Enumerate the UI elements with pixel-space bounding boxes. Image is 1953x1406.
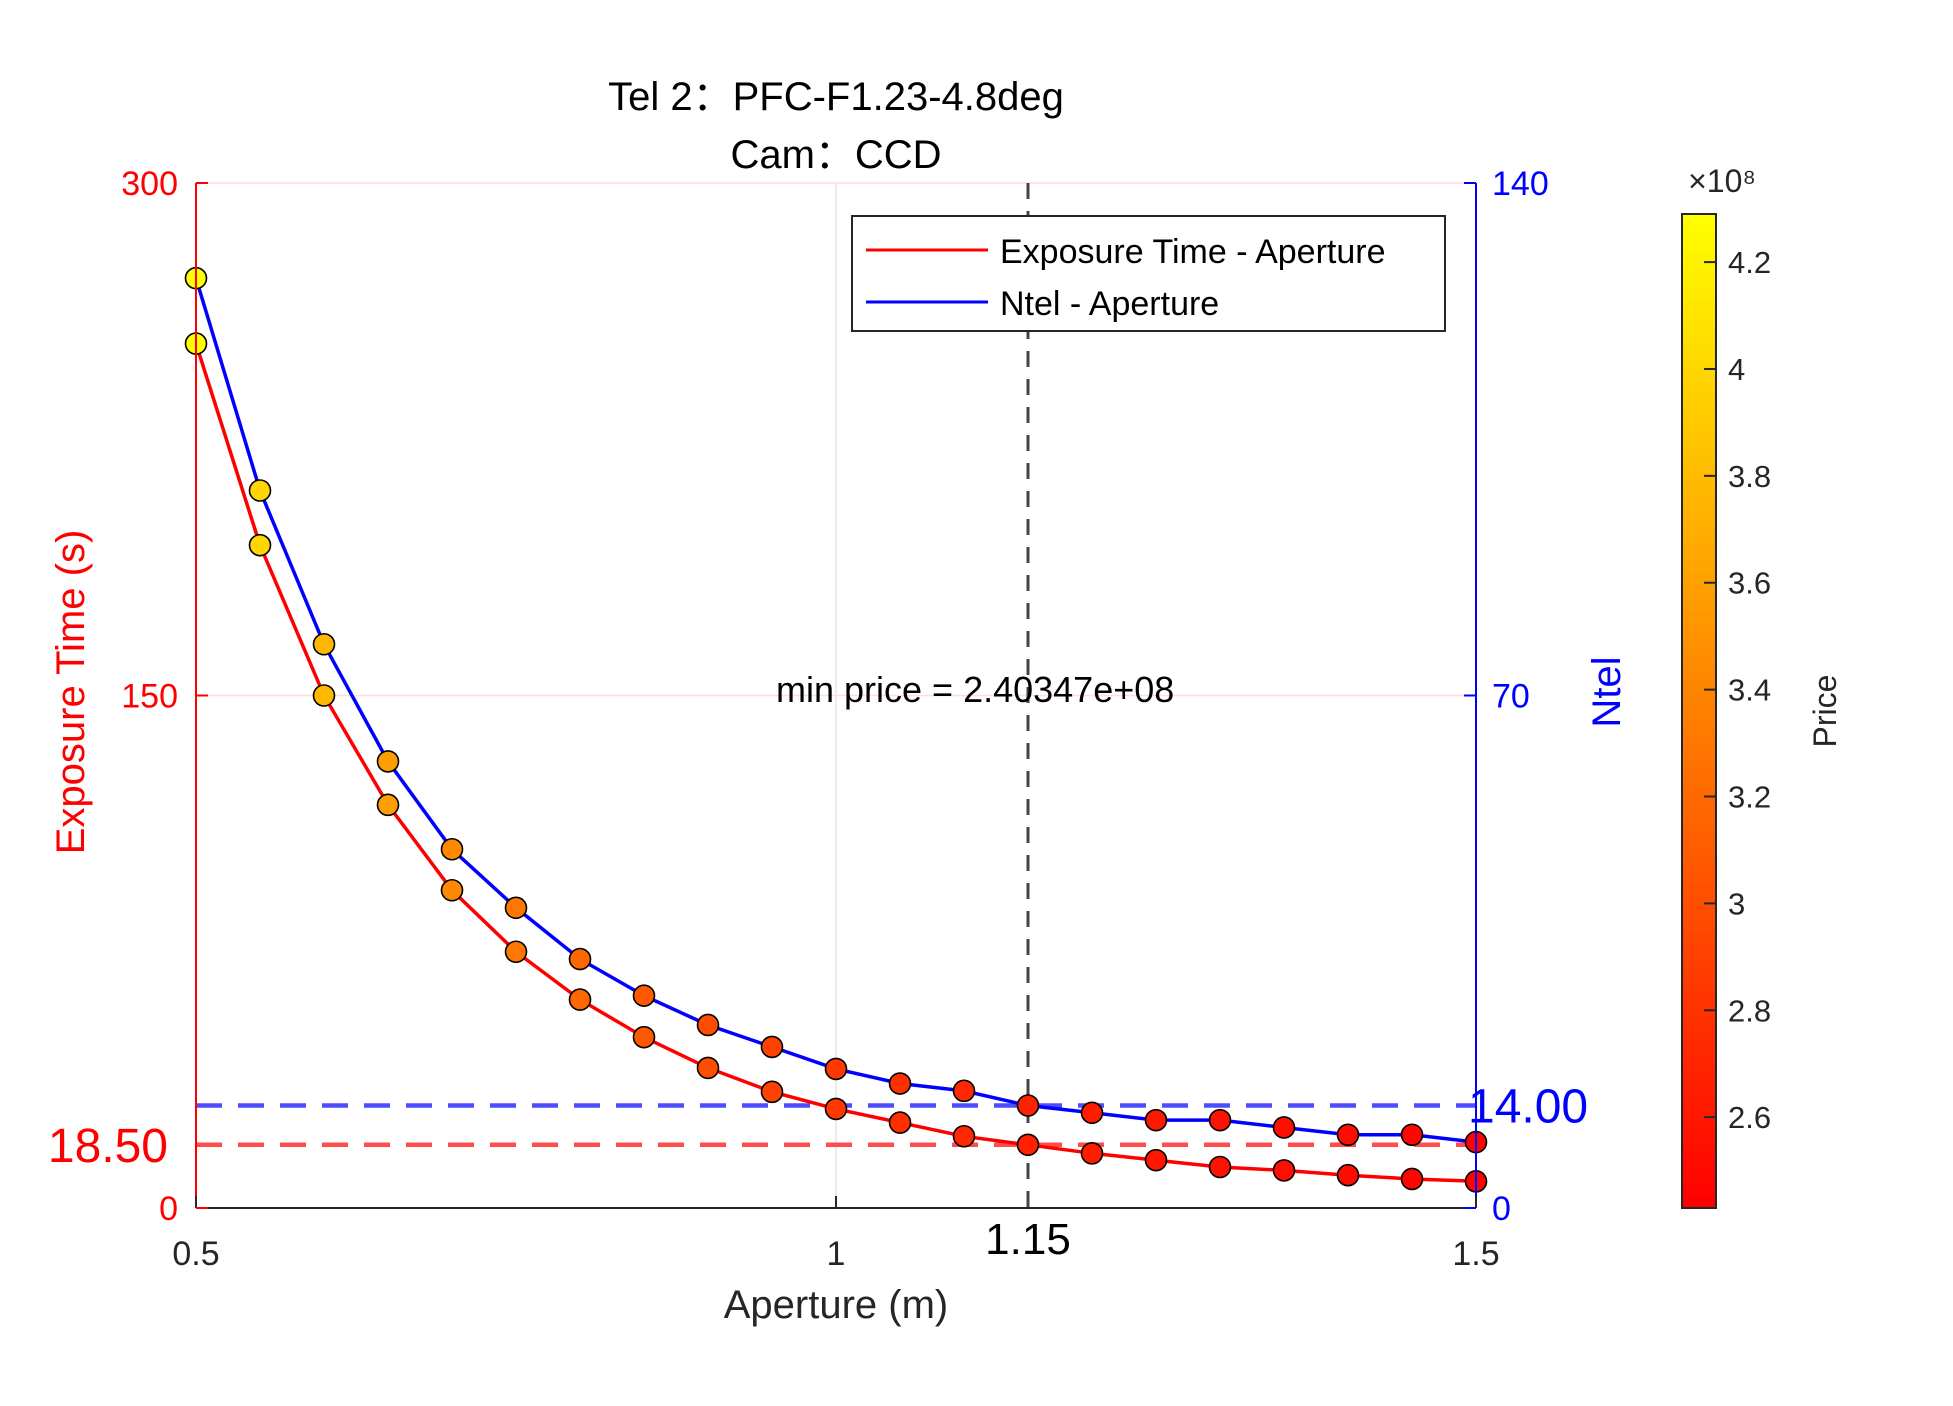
y-right-tick-label: 70 bbox=[1492, 678, 1530, 716]
data-point-exposure bbox=[1208, 1155, 1232, 1179]
x-tick-label: 1 bbox=[827, 1235, 846, 1273]
y-right-tick-label: 0 bbox=[1492, 1190, 1511, 1228]
data-point-ntel bbox=[632, 984, 656, 1007]
tick-labels: 0.5 1 1.5 0 150 300 0 70 140 1.15 18.50 14.00 bbox=[48, 165, 1588, 1273]
data-point-ntel bbox=[1272, 1116, 1296, 1139]
data-point-exposure bbox=[952, 1124, 976, 1148]
chart-title-line-1: Tel 2：PFC-F1.23-4.8deg bbox=[608, 75, 1064, 119]
data-point-ntel bbox=[824, 1057, 848, 1081]
data-point-exposure bbox=[568, 988, 592, 1011]
y-left-tick-label: 300 bbox=[121, 165, 178, 203]
data-point-ntel bbox=[1016, 1094, 1040, 1117]
y-left-tick-label: 150 bbox=[121, 678, 178, 716]
data-point-exposure bbox=[1272, 1159, 1296, 1182]
legend-box bbox=[851, 215, 1446, 332]
data-point-exposure bbox=[1080, 1142, 1104, 1165]
data-point-ntel bbox=[888, 1072, 912, 1095]
y-left-axis-label: Exposure Time (s) bbox=[49, 530, 93, 855]
data-point-exposure bbox=[1336, 1163, 1360, 1187]
data-point-ntel bbox=[568, 947, 592, 971]
x-tick-label: 1.5 bbox=[1452, 1235, 1499, 1273]
data-point-ntel bbox=[312, 632, 336, 656]
data-point-exposure bbox=[1400, 1167, 1424, 1191]
colorbar-tick-label: 3.8 bbox=[1728, 459, 1771, 494]
colorbar-tick-label: 3.2 bbox=[1728, 780, 1771, 815]
data-point-exposure bbox=[312, 684, 336, 707]
colorbar-gradient bbox=[1681, 213, 1717, 1209]
data-point-exposure bbox=[888, 1111, 912, 1134]
optimal-ntel-label: 14.00 bbox=[1468, 1081, 1588, 1134]
data-point-exposure bbox=[376, 793, 400, 817]
x-tick-label: 0.5 bbox=[172, 1235, 219, 1273]
data-point-exposure bbox=[248, 533, 272, 557]
colorbar: ×10⁸ Price 2.6 2.8 3 3.2 3.4 3.6 3.8 4 4.2 bbox=[1681, 163, 1843, 1209]
colorbar-tick-label: 2.6 bbox=[1728, 1100, 1771, 1135]
data-point-ntel bbox=[376, 750, 400, 773]
colorbar-tick-label: 2.8 bbox=[1728, 993, 1771, 1028]
data-point-ntel bbox=[1080, 1101, 1104, 1125]
series-layer bbox=[184, 266, 1488, 1193]
data-point-ntel bbox=[504, 896, 528, 920]
y-right-axis-label: Ntel bbox=[1585, 656, 1629, 727]
legend-label-exposure: Exposure Time - Aperture bbox=[1000, 233, 1386, 271]
data-point-exposure bbox=[504, 940, 528, 964]
data-point-ntel bbox=[696, 1013, 720, 1037]
optimal-aperture-label: 1.15 bbox=[985, 1215, 1071, 1264]
data-point-exposure bbox=[760, 1080, 784, 1104]
colorbar-tick-label: 4 bbox=[1728, 352, 1745, 387]
y-right-tick-label: 140 bbox=[1492, 165, 1549, 203]
colorbar-tick-label: 3.4 bbox=[1728, 673, 1771, 708]
min-price-annotation: min price = 2.40347e+08 bbox=[776, 669, 1174, 710]
data-point-ntel bbox=[1400, 1123, 1424, 1147]
data-point-exposure bbox=[632, 1025, 656, 1049]
data-point-ntel bbox=[1208, 1108, 1232, 1132]
data-point-exposure bbox=[1016, 1133, 1040, 1157]
data-point-ntel bbox=[1144, 1108, 1168, 1132]
data-point-ntel bbox=[760, 1035, 784, 1059]
y-left-tick-label: 0 bbox=[159, 1190, 178, 1228]
data-point-ntel bbox=[952, 1079, 976, 1103]
x-axis-label: Aperture (m) bbox=[724, 1283, 949, 1327]
legend-label-ntel: Ntel - Aperture bbox=[1000, 285, 1219, 323]
colorbar-exponent: ×10⁸ bbox=[1688, 163, 1756, 199]
optimal-exposure-label: 18.50 bbox=[48, 1120, 168, 1173]
colorbar-tick-label: 4.2 bbox=[1728, 245, 1771, 280]
data-point-ntel bbox=[1336, 1123, 1360, 1147]
data-point-exposure bbox=[1144, 1148, 1168, 1172]
colorbar-label: Price bbox=[1807, 675, 1843, 748]
colorbar-tick-label: 3 bbox=[1728, 886, 1745, 921]
data-point-ntel bbox=[248, 479, 272, 502]
data-point-exposure bbox=[440, 878, 464, 902]
legend: Exposure Time - Aperture Ntel - Aperture bbox=[851, 215, 1446, 332]
data-point-ntel bbox=[440, 837, 464, 861]
colorbar-tick-label: 3.6 bbox=[1728, 566, 1771, 601]
data-point-exposure bbox=[824, 1097, 848, 1121]
chart-title-line-2: Cam：CCD bbox=[730, 133, 941, 177]
data-point-exposure bbox=[696, 1056, 720, 1080]
